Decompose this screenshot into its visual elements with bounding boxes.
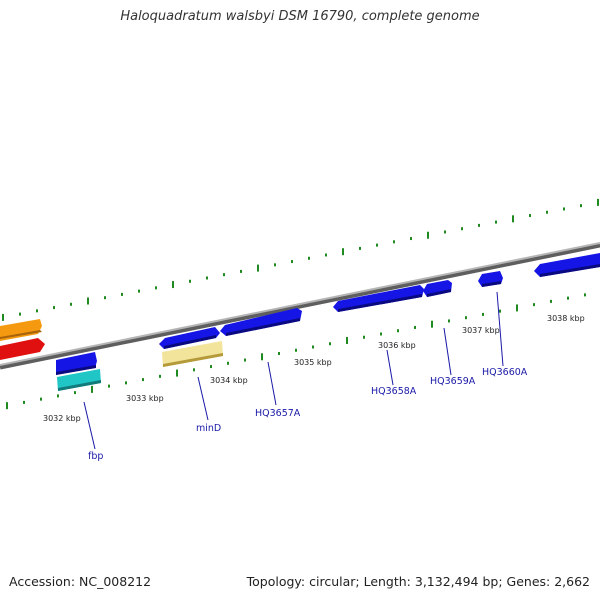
ruler-label-3035: 3035 kbp (294, 358, 332, 367)
ruler-label-3036: 3036 kbp (378, 341, 416, 350)
genome-backbone (0, 242, 600, 366)
ruler-label-3034: 3034 kbp (210, 376, 248, 385)
gene-shadow (163, 353, 223, 367)
gc-track-outer (2, 198, 599, 321)
gene-arrow-red[interactable] (0, 338, 45, 360)
gene-shadow-orange (0, 330, 42, 339)
gene-label-hq3659a[interactable]: HQ3659A (430, 376, 476, 387)
gene-arrow-right-edge[interactable] (534, 253, 600, 277)
ruler-label-3037: 3037 kbp (462, 326, 500, 335)
gene-shadow (427, 289, 451, 297)
gene-shadow (540, 264, 600, 277)
genome-title: Haloquadratum walsbyi DSM 16790, complet… (120, 9, 480, 24)
leader-line-hq3657a (267, 361, 277, 406)
gene-label-fbp[interactable]: fbp (88, 451, 103, 462)
genome-backbone-shadow (0, 242, 600, 370)
gene-shadow (58, 380, 101, 391)
gene-arrow-hq3658a[interactable] (333, 285, 424, 312)
leader-line-hq3659a (443, 327, 452, 376)
gene-shadow (482, 281, 501, 287)
gene-shadow (164, 335, 216, 349)
gene-label-mind[interactable]: minD (196, 423, 221, 434)
gene-arrow-mind-upstream[interactable] (159, 327, 220, 349)
gene-shadow (56, 365, 96, 375)
leader-line-fbp (83, 401, 96, 450)
genome-summary-text: Topology: circular; Length: 3,132,494 bp… (246, 574, 590, 589)
ruler-label-3032: 3032 kbp (43, 414, 81, 423)
gene-box-fbp[interactable] (57, 369, 101, 391)
gene-box-mind[interactable] (162, 341, 223, 367)
gene-label-hq3657a[interactable]: HQ3657A (255, 408, 301, 419)
ruler-label-3033: 3033 kbp (126, 394, 164, 403)
gc-track-inner (6, 293, 586, 410)
gene-label-hq3660a[interactable]: HQ3660A (482, 367, 528, 378)
gene-label-hq3658a[interactable]: HQ3658A (371, 386, 417, 397)
leader-line-hq3658a (386, 349, 394, 386)
accession-text: Accession: NC_008212 (9, 574, 152, 589)
gene-shadow (338, 294, 422, 312)
gene-arrow-hq3657a[interactable] (220, 308, 302, 336)
leader-line-hq3660a (496, 291, 504, 367)
gene-shadow (226, 318, 300, 336)
ruler-label-3038: 3038 kbp (547, 314, 585, 323)
leader-line-mind (197, 376, 209, 421)
